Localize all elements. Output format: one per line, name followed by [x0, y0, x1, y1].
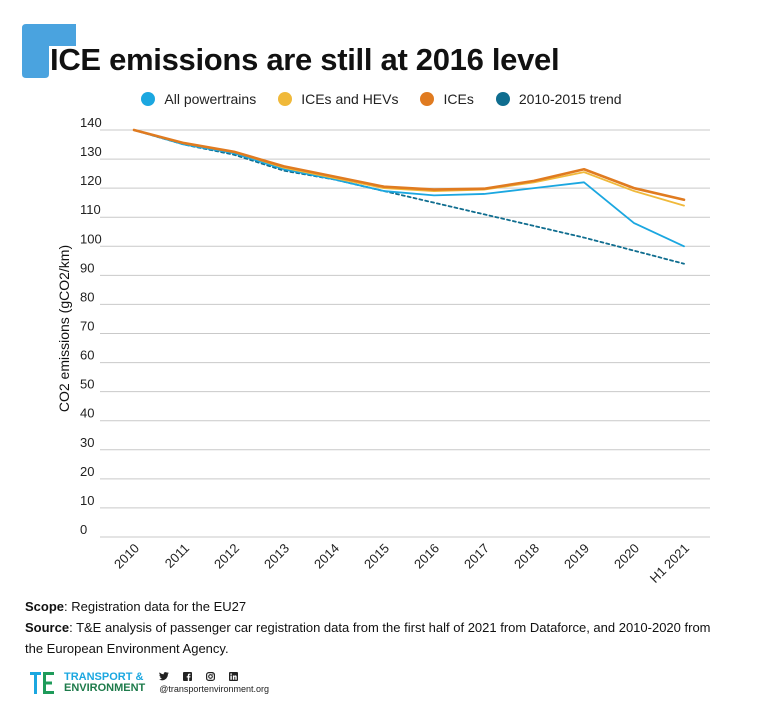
y-tick-label: 140: [80, 115, 102, 130]
y-axis-label: CO2 emissions (gCO2/km): [56, 245, 72, 412]
facebook-icon[interactable]: [182, 672, 192, 682]
y-tick-label: 30: [80, 435, 94, 450]
y-tick-label: 60: [80, 348, 94, 363]
source-text: : T&E analysis of passenger car registra…: [69, 620, 711, 635]
y-tick-label: 0: [80, 522, 87, 537]
y-tick-label: 40: [80, 406, 94, 421]
x-tick-label: 2012: [211, 541, 242, 572]
scope-label: Scope: [25, 599, 65, 614]
y-tick-label: 120: [80, 173, 102, 188]
footer: TRANSPORT & ENVIRONMENT @transportenviro…: [30, 672, 269, 694]
legend-item-all-powertrains[interactable]: All powertrains: [141, 91, 256, 107]
legend-label: All powertrains: [164, 91, 257, 107]
series-line-ices: [132, 128, 686, 202]
website-handle[interactable]: @transportenvironment.org: [159, 684, 269, 694]
y-tick-label: 110: [80, 202, 101, 217]
logo-wordmark: TRANSPORT & ENVIRONMENT: [64, 672, 145, 694]
y-tick-label: 90: [80, 260, 94, 275]
legend-label: 2010-2015 trend: [518, 91, 622, 107]
legend-marker: [495, 92, 510, 106]
y-tick-label: 100: [80, 231, 102, 246]
x-tick-label: 2014: [311, 541, 342, 572]
legend-label: ICEs and HEVs: [301, 91, 399, 107]
logo-line-1: TRANSPORT &: [64, 671, 144, 683]
y-tick-label: 80: [80, 289, 94, 304]
chart-title: ICE emissions are still at 2016 level: [50, 42, 560, 77]
y-tick-label: 20: [80, 464, 94, 479]
te-logo-icon: [30, 672, 54, 694]
scope-text: : Registration data for the EU27: [64, 599, 247, 614]
legend-item-ices[interactable]: ICEs: [420, 91, 474, 107]
legend-item-ices-and-hevs[interactable]: ICEs and HEVs: [278, 91, 398, 107]
chart-legend: All powertrains ICEs and HEVs ICEs 2010-…: [0, 91, 763, 107]
legend-marker: [278, 92, 293, 106]
source-label: Source: [25, 620, 70, 635]
series-line-2010-2015-trend: [133, 129, 685, 265]
x-tick-label: 2019: [561, 541, 592, 572]
series-line-ices-and-hevs: [133, 129, 685, 207]
legend-item-trend[interactable]: 2010-2015 trend: [495, 91, 622, 107]
series-line-all-powertrains: [133, 129, 685, 248]
y-tick-label: 50: [80, 377, 94, 392]
y-tick-label: 130: [80, 144, 102, 159]
y-tick-label: 70: [80, 319, 94, 334]
legend-marker: [141, 92, 156, 106]
line-chart: 0 10 20 30 40 50 60 70 80 90 100 110 120 130 140 CO2 em…: [56, 115, 710, 586]
legend-marker: [420, 92, 435, 106]
scope-note: Scope: Registration data for the EU27: [25, 596, 246, 617]
legend-label: ICEs: [443, 91, 474, 107]
title-accent-bracket: [22, 24, 76, 78]
logo-line-2: ENVIRONMENT: [64, 682, 146, 694]
x-tick-label: 2017: [461, 541, 492, 572]
linkedin-icon[interactable]: [228, 672, 238, 682]
source-text-continued: the European Environment Agency.: [25, 641, 229, 656]
x-tick-label: 2011: [162, 541, 192, 571]
instagram-icon[interactable]: [205, 672, 215, 682]
source-note: Source: T&E analysis of passenger car re…: [25, 617, 711, 659]
x-tick-label: 2013: [261, 541, 292, 572]
x-tick-label: 2018: [511, 541, 542, 572]
x-tick-label: 2016: [411, 541, 442, 572]
twitter-icon[interactable]: [159, 672, 170, 682]
x-tick-label: 2015: [361, 541, 392, 572]
x-tick-label: H1 2021: [647, 541, 692, 586]
social-block: @transportenvironment.org: [159, 672, 269, 694]
x-tick-label: 2020: [611, 541, 642, 572]
y-tick-label: 10: [80, 493, 94, 508]
x-tick-label: 2010: [111, 541, 142, 572]
